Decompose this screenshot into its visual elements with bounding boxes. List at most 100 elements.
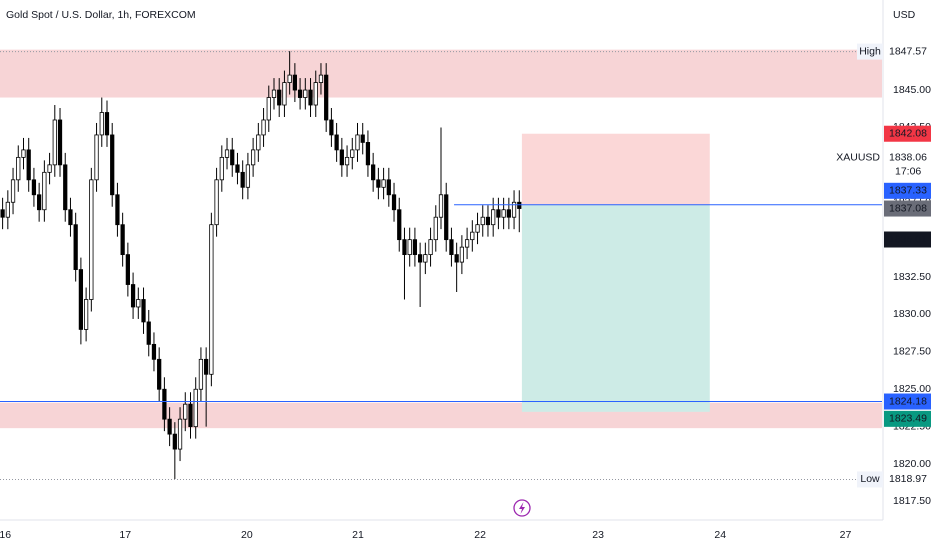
- candle-body: [63, 164, 68, 211]
- candle-body: [506, 209, 511, 218]
- y-tick-label: 1827.50: [893, 346, 931, 358]
- candle-body: [193, 388, 198, 428]
- candle-body: [350, 149, 355, 158]
- candle-body: [99, 112, 104, 136]
- candle-body: [491, 209, 496, 226]
- candle-body: [391, 194, 397, 211]
- candle-body: [428, 239, 433, 256]
- zone: [0, 402, 882, 429]
- candle-body: [183, 403, 188, 420]
- x-tick-label: 22: [474, 529, 486, 541]
- candle-body: [287, 74, 292, 83]
- x-tick-label: 23: [592, 529, 604, 541]
- price-label-box: [884, 149, 931, 180]
- candle-body: [52, 119, 57, 166]
- price-label-box: [884, 200, 931, 217]
- candle-body: [162, 388, 167, 420]
- price-label-box: [884, 182, 931, 199]
- tag-box: [857, 471, 883, 488]
- price-label-box: [884, 43, 931, 60]
- tag-label: Low: [860, 473, 880, 485]
- candle-body: [104, 112, 110, 136]
- candle-body: [209, 224, 214, 375]
- candle-body: [73, 224, 78, 270]
- candle-body: [261, 119, 266, 136]
- price-label: 1835.01: [889, 233, 927, 245]
- price-axis: 1817.501820.001822.501825.001827.501830.…: [836, 43, 931, 507]
- tag-box: [857, 43, 883, 60]
- chart-title: Gold Spot / U.S. Dollar, 1h, FOREXCOM: [6, 9, 196, 21]
- candle-body: [214, 179, 219, 226]
- price-label: 1842.08: [889, 128, 927, 140]
- candle-body: [245, 164, 251, 188]
- x-tick-label: 24: [714, 529, 726, 541]
- price-label-box: [884, 231, 931, 248]
- y-tick-label: 1832.50: [893, 271, 931, 283]
- candle-body: [501, 209, 506, 218]
- candle-body: [308, 89, 313, 106]
- candle-body: [31, 179, 37, 196]
- candle-body: [438, 194, 444, 218]
- candle-body: [402, 239, 407, 256]
- candle-body: [68, 209, 73, 226]
- candle-body: [47, 164, 52, 173]
- candle-body: [334, 134, 339, 151]
- candle-body: [120, 224, 125, 256]
- price-label: 1837.33: [889, 185, 927, 197]
- candle-body: [444, 194, 449, 241]
- price-label-box: [884, 393, 931, 410]
- candle-body: [21, 149, 26, 158]
- candle-body: [470, 231, 475, 241]
- price-label: 1818.97: [889, 473, 927, 485]
- candle-body: [397, 209, 402, 241]
- y-tick-label: 1830.00: [893, 308, 931, 320]
- candle-body: [141, 299, 146, 323]
- candle-body: [449, 239, 454, 256]
- candle-body: [78, 269, 84, 330]
- candle-body: [172, 433, 177, 450]
- candle-body: [339, 149, 344, 166]
- candle-body: [136, 299, 141, 308]
- price-label: 1824.18: [889, 395, 927, 407]
- candle-body: [240, 171, 245, 188]
- candle-body: [365, 142, 371, 166]
- plot-area: [0, 49, 882, 480]
- candle-body: [511, 201, 517, 218]
- zone: [0, 49, 882, 98]
- candle-body: [386, 179, 391, 196]
- candle-body: [496, 209, 501, 218]
- y-tick-label: 1845.00: [893, 84, 931, 96]
- price-label-box: [884, 125, 931, 142]
- candle-body: [297, 89, 303, 98]
- candle-body: [146, 321, 151, 345]
- candle-body: [224, 149, 230, 158]
- candle-body: [433, 216, 438, 241]
- candle-body: [250, 149, 256, 166]
- candle-body: [57, 119, 63, 166]
- candle-body: [324, 74, 329, 121]
- x-tick-label: 20: [241, 529, 253, 541]
- candle-body: [292, 74, 297, 91]
- x-tick-label: 21: [352, 529, 364, 541]
- candle-body: [475, 224, 480, 233]
- candle-body: [125, 254, 130, 285]
- candle-body: [89, 179, 94, 300]
- candle-body: [407, 239, 412, 256]
- lightning-icon: [513, 499, 531, 517]
- candle-body: [204, 358, 209, 375]
- candle-body: [42, 171, 47, 211]
- price-label: 1837.08: [889, 202, 927, 214]
- x-tick-label: 27: [840, 529, 852, 541]
- candle-body: [412, 239, 418, 256]
- x-tick-label: 17: [119, 529, 131, 541]
- stop-zone: [521, 133, 710, 205]
- candle-body: [329, 119, 334, 136]
- candle-body: [198, 358, 204, 390]
- candle-body: [271, 89, 277, 98]
- candle-body: [230, 149, 235, 166]
- candle-body: [355, 134, 360, 151]
- candle-body: [219, 156, 224, 181]
- candle-body: [282, 82, 287, 106]
